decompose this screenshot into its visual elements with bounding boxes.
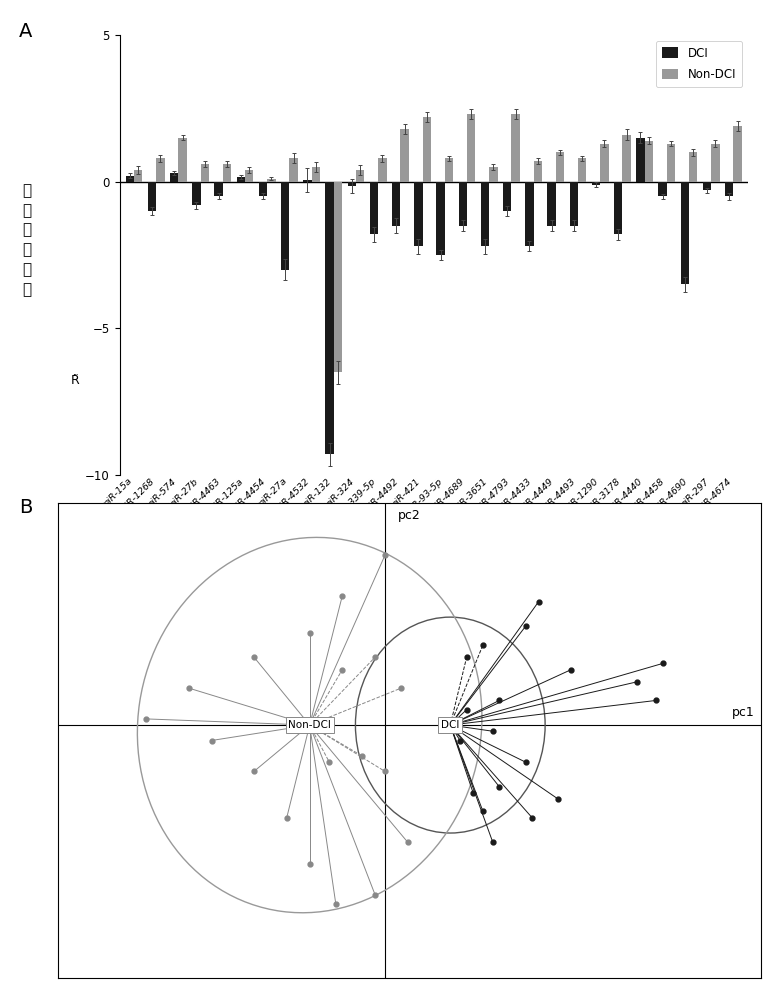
Bar xyxy=(223,164,231,182)
Bar xyxy=(658,182,667,196)
Bar xyxy=(157,158,164,182)
Bar xyxy=(689,152,698,182)
Bar xyxy=(600,144,608,182)
Bar xyxy=(245,170,254,182)
Text: A: A xyxy=(19,22,32,41)
Bar xyxy=(192,182,200,205)
Bar xyxy=(178,138,187,182)
Text: pc2: pc2 xyxy=(398,509,421,522)
Bar xyxy=(481,182,489,246)
Bar xyxy=(237,177,245,182)
Bar xyxy=(370,182,379,234)
Bar xyxy=(170,173,178,182)
Legend: DCI, Non-DCI: DCI, Non-DCI xyxy=(655,41,742,87)
Bar xyxy=(711,144,719,182)
Bar xyxy=(489,167,497,182)
Bar xyxy=(592,182,600,185)
Bar xyxy=(534,161,542,182)
Bar xyxy=(570,182,578,226)
Text: R̃: R̃ xyxy=(71,373,80,386)
Bar xyxy=(268,179,275,182)
Bar xyxy=(459,182,467,226)
Bar xyxy=(636,138,645,182)
Bar xyxy=(303,180,311,182)
Bar xyxy=(445,158,453,182)
Bar xyxy=(334,182,342,372)
Bar xyxy=(200,164,209,182)
Text: 相
对
表
达
水
平: 相 对 表 达 水 平 xyxy=(22,183,32,297)
Bar xyxy=(622,135,631,182)
Bar xyxy=(511,114,520,182)
Bar xyxy=(436,182,445,255)
Bar xyxy=(725,182,733,196)
Bar xyxy=(400,129,409,182)
Bar xyxy=(356,170,365,182)
Bar xyxy=(525,182,534,246)
Text: DCI: DCI xyxy=(441,720,460,730)
Bar xyxy=(547,182,556,226)
Bar xyxy=(379,158,386,182)
Bar xyxy=(614,182,622,234)
Bar xyxy=(645,141,653,182)
Text: Non-DCI: Non-DCI xyxy=(288,720,331,730)
Bar xyxy=(311,167,320,182)
Bar xyxy=(325,182,334,454)
Bar xyxy=(134,170,143,182)
Bar xyxy=(414,182,423,246)
Bar xyxy=(259,182,268,196)
Bar xyxy=(556,152,564,182)
Bar xyxy=(148,182,157,211)
Bar xyxy=(392,182,400,226)
Bar xyxy=(503,182,511,211)
Bar xyxy=(681,182,689,284)
Bar xyxy=(733,126,742,182)
Bar xyxy=(467,114,476,182)
Text: B: B xyxy=(19,498,32,517)
Bar xyxy=(214,182,223,196)
Bar xyxy=(289,158,298,182)
Bar xyxy=(578,158,587,182)
Bar xyxy=(348,182,356,186)
Bar xyxy=(281,182,289,270)
Text: pc1: pc1 xyxy=(732,706,755,719)
Bar xyxy=(126,176,134,182)
Bar xyxy=(703,182,711,190)
Bar xyxy=(667,144,675,182)
Bar xyxy=(423,117,431,182)
